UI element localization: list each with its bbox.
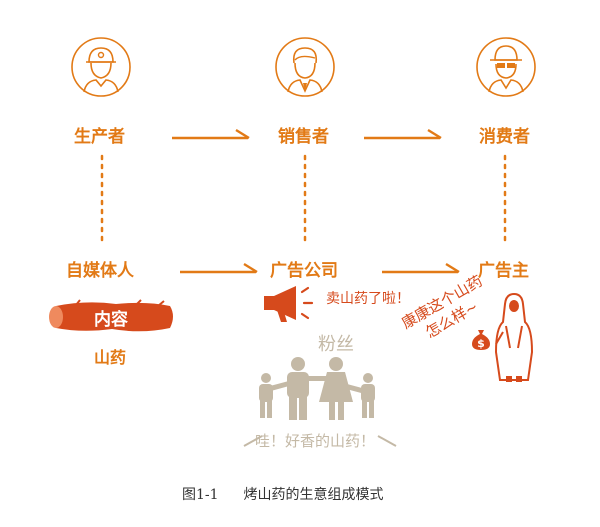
figure-caption: 图1-1 烤山药的生意组成模式 (182, 484, 383, 504)
advertiser-label: 广告主 (478, 261, 529, 281)
advertiser-person-icon (494, 292, 534, 382)
arrow-seller-to-consumer (364, 128, 442, 140)
dollar-bag-icon: $ (472, 330, 490, 350)
yam-icon (49, 299, 173, 332)
media-label: 自媒体人 (66, 261, 134, 281)
dotted-connector-middle (303, 154, 307, 248)
content-badge-label: 内容 (94, 310, 128, 330)
arrow-producer-to-seller (172, 128, 250, 140)
family-icon (259, 357, 375, 420)
fans-speech-marks (243, 435, 397, 447)
seller-label: 销售者 (278, 127, 329, 147)
fans-label: 粉丝 (318, 334, 354, 355)
arrow-agency-to-advertiser (382, 262, 460, 274)
megaphone-icon (264, 286, 314, 322)
dotted-connector-left (100, 154, 104, 248)
svg-text:$: $ (477, 337, 485, 350)
businessman-icon (275, 37, 335, 97)
worker-icon (71, 37, 131, 97)
consumer-icon (476, 37, 536, 97)
product-label: 山药 (94, 348, 127, 367)
figure-number: 图1-1 (182, 487, 219, 503)
arrow-media-to-agency (180, 262, 258, 274)
agency-label: 广告公司 (270, 261, 338, 281)
megaphone-speech: 卖山药了啦！ (326, 291, 410, 307)
producer-label: 生产者 (74, 127, 125, 147)
dotted-connector-right (503, 154, 507, 248)
consumer-label: 消费者 (479, 127, 530, 147)
fans-speech: 哇！好香的山药！ (255, 432, 376, 450)
figure-title: 烤山药的生意组成模式 (243, 487, 384, 503)
